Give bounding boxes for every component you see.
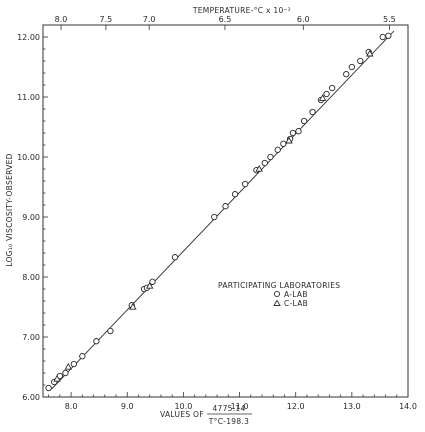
legend-entry-c-lab: C-LAB	[284, 299, 308, 308]
point-a-lab	[93, 338, 100, 345]
plot-border	[42, 24, 409, 398]
x-tick-label: 14.0	[399, 402, 417, 411]
point-a-lab	[171, 254, 179, 261]
x-tick-label: 8.0	[65, 402, 78, 411]
point-a-lab	[231, 191, 239, 198]
top-axis-label: TEMPERATURE-°C x 10⁻²	[192, 6, 291, 15]
point-a-lab	[295, 128, 302, 135]
point-c-lab	[53, 374, 61, 382]
point-c-lab	[285, 136, 293, 144]
top-tick-label: 7.5	[100, 15, 113, 24]
top-axis-ticks: 8.0 7.5 7.0 6.5 6.0 5.5	[55, 15, 396, 30]
y-tick-label: 8.00	[22, 273, 40, 282]
point-c-lab	[145, 281, 154, 289]
point-a-lab	[329, 84, 336, 92]
point-c-lab	[129, 302, 137, 310]
point-c-lab	[255, 164, 263, 172]
legend-title: PARTICIPATING LABORATORIES	[218, 281, 340, 290]
point-a-lab	[222, 203, 229, 210]
y-tick-label: 9.00	[22, 213, 40, 222]
point-a-lab	[280, 140, 287, 147]
legend-triangle-marker	[273, 299, 281, 306]
point-c-lab	[64, 362, 73, 370]
legend: PARTICIPATING LABORATORIES A-LAB C-LAB	[218, 281, 340, 308]
top-tick-label: 7.0	[143, 15, 156, 24]
x-tick-label: 12.0	[287, 402, 305, 411]
top-tick-label: 8.0	[55, 15, 68, 24]
point-c-lab	[366, 49, 374, 57]
regression-line	[51, 30, 395, 390]
point-a-lab	[79, 353, 86, 360]
point-a-lab	[323, 90, 330, 98]
point-a-lab	[242, 180, 249, 188]
y-axis-label: LOG₁₀ VISCOSITY-OBSERVED	[5, 153, 14, 267]
y-tick-label: 6.00	[22, 393, 40, 402]
point-a-lab	[62, 369, 69, 377]
point-a-lab	[348, 63, 355, 71]
fit-line	[51, 30, 395, 390]
point-a-lab	[107, 327, 114, 335]
top-tick-label: 6.5	[219, 15, 232, 24]
point-a-lab	[211, 213, 218, 221]
top-tick-label: 5.5	[383, 15, 396, 24]
y-tick-label: 7.00	[22, 333, 40, 342]
point-a-lab	[289, 129, 297, 137]
x-axis-label: VALUES OF 4775.14 T°C-198.3	[160, 404, 252, 426]
point-a-lab	[261, 159, 268, 167]
y-tick-label: 10.00	[17, 153, 40, 162]
y-axis-label-text: LOG₁₀ VISCOSITY-OBSERVED	[5, 153, 14, 267]
point-a-lab	[343, 71, 350, 78]
legend-entry-a-lab: A-LAB	[284, 290, 308, 299]
point-a-lab	[309, 108, 316, 116]
point-a-lab	[70, 360, 78, 368]
y-tick-label: 12.00	[17, 33, 40, 42]
plot-frame	[42, 24, 409, 398]
data-points	[45, 32, 392, 392]
point-a-lab	[274, 146, 281, 153]
point-a-lab	[379, 33, 386, 41]
y-axis-ticks: 6.00 7.00 8.00 9.00 10.00 11.00 12.00	[17, 24, 48, 402]
y-tick-label: 11.00	[17, 93, 40, 102]
x-tick-label: 13.0	[343, 402, 361, 411]
point-a-lab	[45, 384, 52, 392]
point-a-lab	[357, 57, 364, 65]
legend-circle-marker	[273, 290, 281, 298]
x-axis-label-numerator: 4775.14	[212, 404, 245, 413]
point-c-lab	[318, 94, 327, 101]
point-a-lab	[149, 278, 156, 285]
x-axis-ticks: 8.0 9.0 10.0 11.0 12.0 13.0 14.0	[48, 392, 417, 411]
top-tick-label: 6.0	[297, 15, 310, 24]
x-tick-label: 11.0	[231, 402, 249, 411]
point-a-lab	[300, 117, 308, 125]
x-axis-label-denominator: T°C-198.3	[208, 417, 249, 426]
x-axis-label-prefix: VALUES OF	[160, 410, 204, 419]
x-tick-label: 9.0	[121, 402, 134, 411]
point-a-lab	[267, 153, 274, 161]
x-tick-label: 10.0	[174, 402, 192, 411]
point-a-lab	[385, 32, 392, 39]
